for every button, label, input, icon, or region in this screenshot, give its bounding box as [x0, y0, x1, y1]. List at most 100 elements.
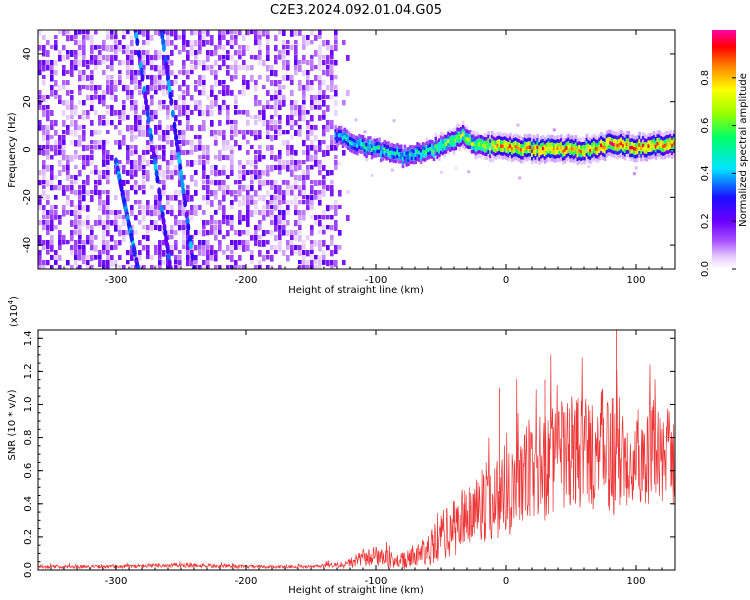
heatmap-cell	[290, 45, 294, 51]
heatmap-cell	[326, 70, 330, 77]
heatmap-cell	[58, 160, 62, 167]
ridge-cell	[441, 140, 445, 144]
heatmap-cell	[110, 75, 114, 80]
ridge-cell	[580, 149, 583, 154]
heatmap-cell	[126, 170, 130, 176]
heatmap-cell	[54, 260, 58, 265]
heatmap-cell	[274, 45, 278, 52]
heatmap-cell	[226, 30, 230, 35]
ridge-cell	[618, 154, 621, 158]
heatmap-cell	[54, 95, 58, 100]
ridge-cell	[549, 158, 552, 162]
heatmap-cell	[150, 210, 154, 217]
heatmap-cell	[170, 250, 174, 256]
colorbar-ticks: 0.00.20.40.60.8	[700, 70, 736, 277]
heatmap-cell	[114, 55, 118, 61]
ridge-cell	[345, 137, 348, 141]
heatmap-cell	[310, 180, 314, 185]
heatmap-cell	[310, 240, 314, 245]
ridge-cell	[531, 141, 534, 146]
ridge-cell	[549, 135, 552, 139]
heatmap-cell	[278, 125, 282, 130]
heatmap-cell	[226, 40, 230, 46]
heatmap-cell	[82, 245, 86, 252]
ridge-cell	[556, 139, 559, 143]
ridge-cell	[594, 158, 598, 162]
heatmap-cell	[206, 255, 210, 261]
heatmap-cell	[194, 255, 198, 262]
heatmap-cell	[230, 225, 234, 231]
heatmap-cell	[326, 45, 330, 51]
heatmap-cell	[90, 85, 94, 91]
ridge-cell	[543, 144, 547, 149]
heatmap-cell	[42, 260, 46, 266]
ridge-cell	[487, 146, 490, 150]
ridge-cell	[460, 138, 463, 143]
heatmap-cell	[50, 110, 54, 116]
ridge-cell	[592, 141, 596, 145]
heatmap-cell	[214, 140, 218, 146]
heatmap-cell	[138, 205, 142, 210]
heatmap-cell	[150, 80, 154, 87]
ridge-cell	[385, 141, 388, 146]
ridge-cell	[556, 146, 559, 151]
heatmap-cell	[310, 215, 314, 220]
heatmap-cell	[74, 240, 78, 247]
ridge-cell	[543, 152, 547, 157]
ridge-cell	[407, 154, 410, 159]
heatmap-cell	[254, 80, 258, 86]
heatmap-cell	[258, 175, 262, 180]
heatmap-cell	[242, 200, 246, 206]
heatmap-cell	[38, 65, 42, 71]
heatmap-cell	[274, 180, 278, 186]
ridge-cell	[516, 138, 519, 142]
heatmap-cell	[102, 160, 106, 167]
heatmap-cell	[198, 40, 202, 46]
heatmap-cell	[302, 255, 306, 261]
streak-cell-0	[146, 115, 151, 124]
ridge-cell	[598, 152, 601, 157]
heatmap-cell	[302, 95, 306, 100]
heatmap-cell	[126, 65, 130, 72]
heatmap-cell	[306, 155, 310, 162]
heatmap-cell	[218, 245, 222, 252]
heatmap-cell	[54, 205, 58, 210]
heatmap-cell	[58, 55, 62, 62]
ridge-cell	[667, 142, 671, 147]
heatmap-cell	[322, 230, 326, 235]
heatmap-cell	[94, 30, 98, 35]
ridge-cell	[494, 149, 498, 153]
heatmap-cell	[138, 130, 142, 137]
heatmap-cell	[94, 185, 98, 191]
ridge-cell	[363, 145, 367, 149]
heatmap-cell	[102, 120, 106, 126]
heatmap-cell	[106, 200, 110, 206]
heatmap-cell	[262, 180, 266, 187]
heatmap-cell	[206, 230, 210, 236]
ridge-cell	[645, 142, 649, 147]
ridge-cell	[662, 133, 665, 137]
ridge-cell	[485, 148, 489, 153]
heatmap-cell	[122, 230, 126, 237]
ridge-cell	[572, 155, 576, 160]
ridge-cell	[480, 154, 483, 158]
ridge-outlier	[490, 159, 494, 163]
heatmap-cell	[170, 225, 174, 232]
heatmap-cell	[326, 55, 330, 61]
heatmap-cell	[266, 205, 270, 210]
heatmap-cell	[190, 70, 194, 75]
heatmap-cell	[106, 180, 110, 185]
ridge-cell	[438, 138, 441, 142]
heatmap-cell	[66, 70, 70, 75]
heatmap-cell	[330, 225, 334, 231]
heatmap-cell	[54, 45, 58, 51]
heatmap-cell	[314, 220, 318, 226]
ridge-cell	[483, 144, 487, 149]
heatmap-cell	[186, 115, 190, 121]
heatmap-cell	[146, 90, 150, 95]
ridge-cell	[589, 160, 592, 164]
heatmap-cell	[166, 135, 170, 140]
heatmap-cell	[202, 75, 206, 82]
heatmap-cell	[238, 180, 242, 185]
